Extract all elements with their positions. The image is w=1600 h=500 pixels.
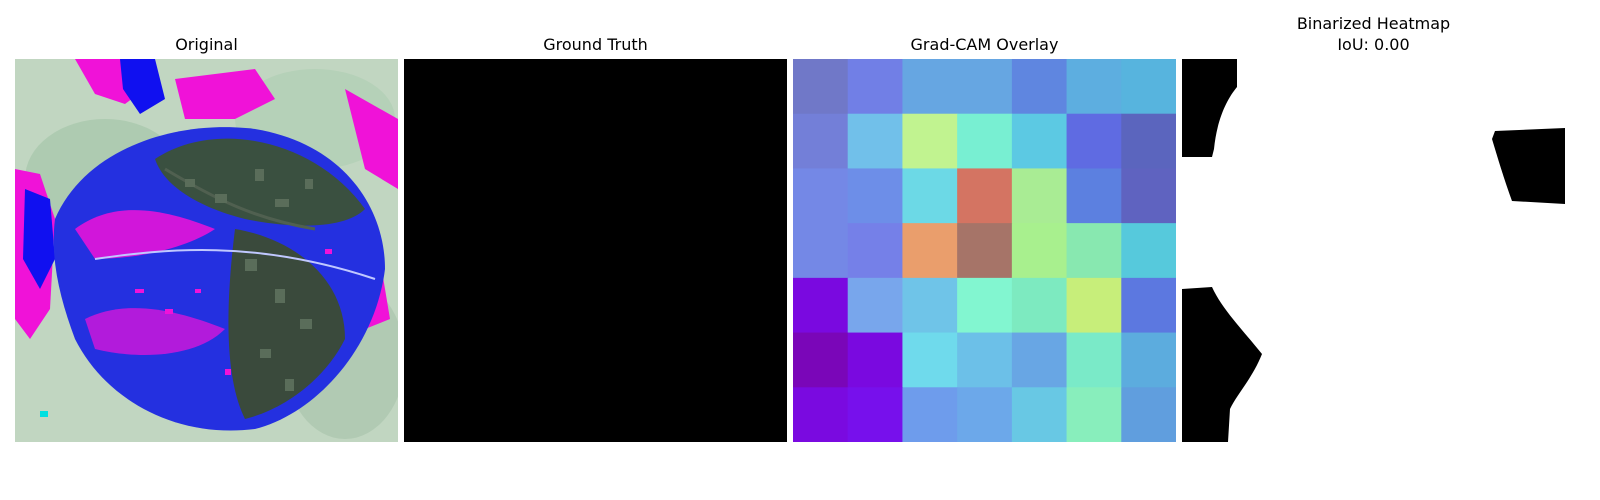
heatmap-cell	[1066, 332, 1122, 388]
heatmap-cell	[957, 59, 1013, 115]
heatmap-cell	[1121, 277, 1176, 334]
iou-label: IoU: 0.00	[1337, 35, 1410, 54]
heatmap-cell	[902, 387, 958, 442]
heatmap-cell	[1121, 59, 1176, 115]
heatmap-cell	[957, 168, 1013, 224]
panel-title: Grad-CAM Overlay	[910, 35, 1059, 54]
heatmap-cell	[1066, 387, 1122, 442]
heatmap-cell	[957, 113, 1013, 169]
heatmap-cell	[902, 59, 958, 115]
heatmap-cell	[902, 113, 958, 169]
heatmap-cell	[1066, 223, 1122, 279]
heatmap-cell	[1121, 223, 1176, 279]
panel-ground-truth: Ground Truth	[404, 0, 787, 500]
heatmap-cell	[847, 59, 903, 115]
heatmap-cell	[1011, 223, 1068, 279]
heatmap-cell	[793, 332, 849, 388]
ground-truth-mask	[404, 59, 787, 442]
heatmap-cell	[957, 277, 1013, 334]
heatmap-cell	[847, 332, 903, 388]
heatmap-cell	[1011, 113, 1068, 169]
binarized-mask	[1182, 59, 1565, 442]
heatmap-cell	[793, 387, 849, 442]
heatmap-cell	[1121, 332, 1176, 388]
heatmap-cell	[847, 113, 903, 169]
heatmap-cell	[793, 223, 849, 279]
heatmap-cell	[1121, 387, 1176, 442]
heatmap-cell	[793, 113, 849, 169]
heatmap-cell	[847, 223, 903, 279]
heatmap-cell	[1121, 113, 1176, 169]
gradcam-heatmap	[793, 59, 1176, 442]
heatmap-cell	[793, 59, 849, 115]
heatmap-cell	[957, 223, 1013, 279]
heatmap-cell	[957, 387, 1013, 442]
heatmap-cell	[1011, 387, 1068, 442]
heatmap-cell	[902, 277, 958, 334]
heatmap-cell	[902, 223, 958, 279]
heatmap-cell	[1011, 59, 1068, 115]
heatmap-cell	[847, 168, 903, 224]
panel-original: Original	[15, 0, 398, 500]
panel-title: Ground Truth	[543, 35, 648, 54]
heatmap-cell	[902, 168, 958, 224]
panel-title: Binarized Heatmap	[1296, 14, 1451, 33]
heatmap-cell	[847, 277, 903, 334]
heatmap-cell	[957, 332, 1013, 388]
heatmap-cell	[1011, 277, 1068, 334]
leaf-photo	[15, 59, 398, 442]
heatmap-cell	[1066, 113, 1122, 169]
heatmap-cell	[1121, 168, 1176, 224]
heatmap-cell	[793, 168, 849, 224]
panel-binarized: Binarized Heatmap IoU: 0.00	[1182, 0, 1565, 500]
heatmap-cell	[1011, 168, 1068, 224]
heatmap-cell	[902, 332, 958, 388]
panel-gradcam: Grad-CAM Overlay	[793, 0, 1176, 500]
heatmap-cell	[793, 277, 849, 334]
heatmap-cell	[1066, 168, 1122, 224]
heatmap-cell	[1066, 277, 1122, 334]
panel-title: Original	[175, 35, 238, 54]
heatmap-cell	[1011, 332, 1068, 388]
heatmap-cell	[1066, 59, 1122, 115]
heatmap-cell	[847, 387, 903, 442]
